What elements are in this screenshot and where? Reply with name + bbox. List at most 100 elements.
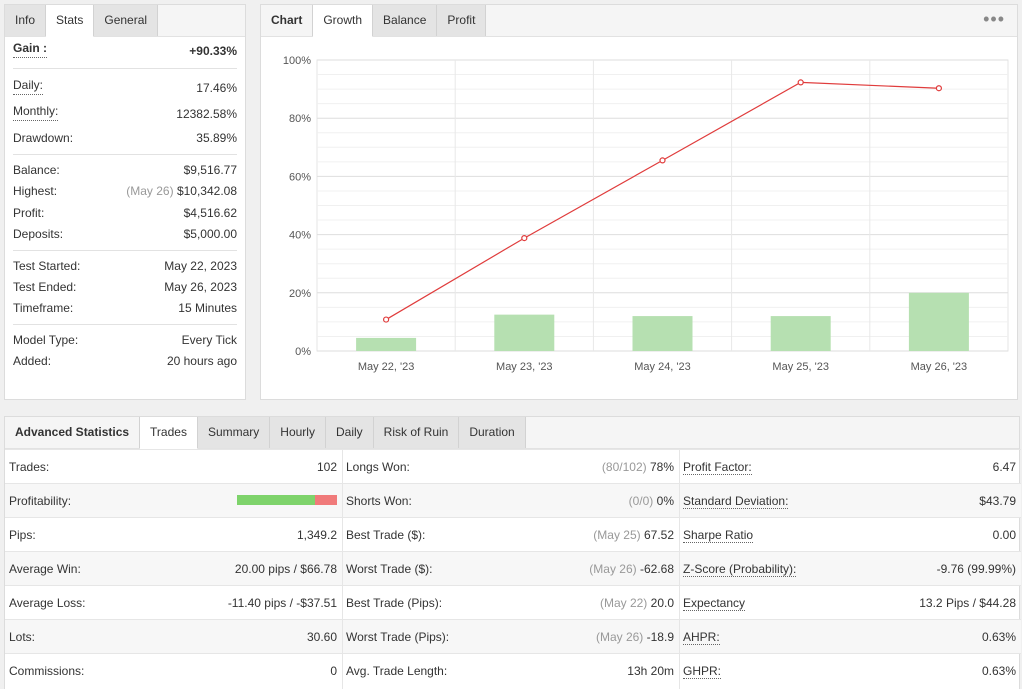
stat-label[interactable]: Sharpe Ratio: [683, 518, 754, 552]
balance-row: Balance: $9,516.77: [13, 160, 237, 180]
stat-label[interactable]: Expectancy: [683, 586, 746, 620]
stat-label-text: Worst Trade (Pips):: [346, 630, 450, 644]
tab-trades[interactable]: Trades: [140, 417, 198, 449]
stat-label-text: Pips:: [9, 528, 36, 542]
stat-note: (May 26): [595, 630, 644, 644]
stat-value: 0: [330, 664, 337, 678]
stat-value: 30.60: [306, 630, 337, 644]
tab-general[interactable]: General: [94, 5, 159, 36]
stat-value-group: 0.63%: [982, 654, 1016, 688]
stat-value-group: $43.79: [979, 484, 1016, 518]
advanced-tabs: Advanced Statistics Trades Summary Hourl…: [5, 417, 1019, 449]
chart-tabs: Chart Growth Balance Profit: [261, 5, 1017, 37]
table-cell: Sharpe Ratio 0.00: [679, 518, 1021, 552]
gain-label[interactable]: Gain :: [13, 41, 48, 58]
divider: [13, 68, 237, 69]
deposits-label: Deposits:: [13, 227, 64, 241]
ellipsis-icon[interactable]: •••: [983, 9, 1005, 29]
table-cell: Standard Deviation: $43.79: [679, 484, 1021, 518]
stat-value-group: 0: [330, 654, 337, 688]
stat-value: 0.00: [992, 528, 1016, 542]
stat-label-text: Longs Won:: [346, 460, 410, 474]
test-started-label: Test Started:: [13, 259, 81, 273]
stat-note: (0/0): [628, 494, 654, 508]
stat-value-group: (May 26) -18.9: [596, 620, 674, 654]
tab-profit[interactable]: Profit: [437, 5, 487, 36]
stat-note: (May 26): [589, 562, 637, 576]
profitability-win-segment: [237, 495, 315, 505]
monthly-label[interactable]: Monthly:: [13, 104, 59, 121]
table-row: Commissions: 0 Avg. Trade Length: 13h 20m GH…: [5, 653, 1021, 687]
stat-value: 67.52: [643, 528, 674, 542]
x-tick-label: May 26, '23: [911, 361, 968, 373]
tab-info[interactable]: Info: [5, 5, 47, 36]
table-row: Trades: 102 Longs Won: (80/102) 78% Profit F…: [5, 449, 1021, 483]
test-started-value: May 22, 2023: [164, 259, 237, 273]
tab-balance[interactable]: Balance: [373, 5, 438, 36]
tab-chart[interactable]: Chart: [261, 5, 314, 36]
tab-risk-of-ruin[interactable]: Risk of Ruin: [373, 417, 460, 448]
tab-daily[interactable]: Daily: [325, 417, 374, 448]
stat-label: Pips:: [9, 518, 36, 552]
stat-value-group: (0/0) 0%: [629, 484, 674, 518]
stat-label[interactable]: GHPR:: [683, 654, 722, 688]
table-row: Average Loss: -11.40 pips / -$37.51 Best T…: [5, 585, 1021, 619]
stat-value-group: (May 22) 20.0: [600, 586, 674, 620]
stat-label-text: Commissions:: [9, 664, 85, 678]
growth-bar: [908, 292, 969, 351]
stat-label: Worst Trade (Pips):: [346, 620, 449, 654]
added-value: 20 hours ago: [166, 354, 237, 368]
tab-hourly[interactable]: Hourly: [270, 417, 326, 448]
tab-stats[interactable]: Stats: [46, 5, 95, 37]
stat-label[interactable]: Standard Deviation:: [683, 484, 789, 518]
stat-value: 6.47: [992, 460, 1016, 474]
stat-label-text: Best Trade (Pips):: [346, 596, 443, 610]
stat-label: Profitability:: [9, 484, 71, 518]
profitability-bar: [237, 495, 337, 505]
stat-label[interactable]: Profit Factor:: [683, 450, 752, 484]
stat-label[interactable]: Z-Score (Probability):: [683, 552, 797, 586]
stat-label: Worst Trade ($):: [346, 552, 432, 586]
stat-label-text: Best Trade ($):: [346, 528, 426, 542]
drawdown-row: Drawdown: 35.89%: [13, 128, 237, 148]
table-cell: Longs Won: (80/102) 78%: [342, 450, 679, 484]
stat-label[interactable]: AHPR:: [683, 620, 720, 654]
tab-summary[interactable]: Summary: [197, 417, 271, 448]
gain-row: Gain : +90.33%: [13, 41, 237, 61]
stat-label: Trades:: [9, 450, 49, 484]
stat-value-group: (May 26) -62.68: [589, 552, 674, 586]
growth-bar: [770, 316, 831, 351]
table-cell: Average Loss: -11.40 pips / -$37.51: [5, 586, 342, 620]
test-started-row: Test Started: May 22, 2023: [13, 256, 237, 276]
table-cell: GHPR: 0.63%: [679, 654, 1021, 688]
daily-label[interactable]: Daily:: [13, 78, 44, 95]
table-row: Pips: 1,349.2 Best Trade ($): (May 25) 67.5…: [5, 517, 1021, 551]
stat-value: $43.79: [979, 494, 1016, 508]
x-tick-label: May 24, '23: [634, 361, 691, 373]
growth-point: [382, 316, 390, 323]
model-type-value: Every Tick: [181, 333, 237, 347]
stat-value-group: 6.47: [993, 450, 1016, 484]
stat-value-group: 102: [317, 450, 337, 484]
y-tick-label: 0%: [295, 346, 311, 358]
profit-value: $4,516.62: [183, 206, 237, 220]
tab-duration[interactable]: Duration: [459, 417, 526, 448]
stat-value: 20.0: [650, 596, 674, 610]
divider: [13, 154, 237, 155]
stat-label-text: Z-Score (Probability):: [683, 562, 797, 577]
tab-growth[interactable]: Growth: [313, 5, 374, 37]
highest-value-group: (May 26) $10,342.08: [126, 181, 237, 201]
profit-label: Profit:: [13, 206, 45, 220]
stat-label-text: Profit Factor:: [683, 460, 752, 475]
table-cell: Worst Trade (Pips): (May 26) -18.9: [342, 620, 679, 654]
table-row: Average Win: 20.00 pips / $66.78 Worst Tra…: [5, 551, 1021, 585]
model-type-row: Model Type: Every Tick: [13, 330, 237, 350]
stat-value: 78%: [649, 460, 674, 474]
x-tick-label: May 25, '23: [772, 361, 829, 373]
stat-label-text: Worst Trade ($):: [346, 562, 433, 576]
growth-chart: 0% 20% 40% 60% 80% 100% May 22, '23 May 23, '23…: [283, 55, 1009, 373]
advanced-statistics-panel: Advanced Statistics Trades Summary Hourl…: [4, 416, 1021, 689]
tab-advanced-statistics[interactable]: Advanced Statistics: [5, 417, 141, 448]
stat-label-text: Average Win:: [9, 562, 81, 576]
y-tick-label: 100%: [283, 55, 311, 67]
